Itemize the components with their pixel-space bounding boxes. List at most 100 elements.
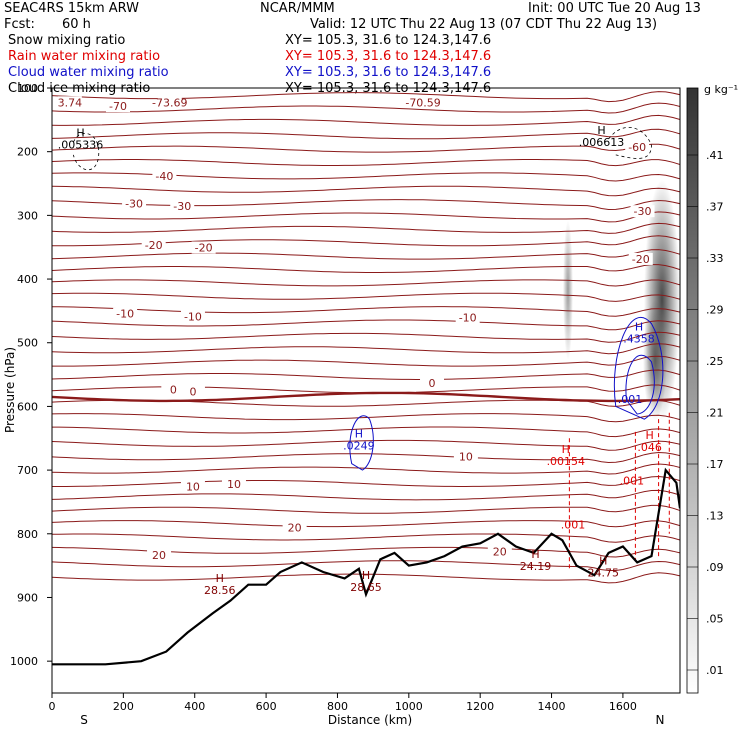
y-tick-label: 200 bbox=[17, 146, 38, 159]
contour-label: 0 bbox=[170, 384, 177, 397]
colorbar-ramp bbox=[686, 87, 699, 694]
y-tick-label: 500 bbox=[17, 337, 38, 350]
extremum-marker: H bbox=[531, 548, 539, 561]
extremum-marker: H bbox=[635, 321, 643, 334]
isotherm-line bbox=[52, 249, 680, 260]
contour-label: 20 bbox=[152, 549, 166, 562]
cloud-ice-contour bbox=[73, 133, 100, 171]
isotherm-line bbox=[52, 426, 680, 438]
isotherm-line bbox=[52, 292, 680, 302]
isotherm-line bbox=[52, 199, 680, 211]
contour-label: -10 bbox=[184, 310, 202, 323]
cloud-water-contour bbox=[349, 415, 374, 471]
extremum-value: .00154 bbox=[547, 455, 586, 468]
colorbar-label: .09 bbox=[706, 561, 724, 574]
isotherm-line bbox=[52, 306, 680, 317]
contour-label: -20 bbox=[195, 241, 213, 254]
colorbar-label: .33 bbox=[706, 252, 724, 265]
x-axis-label: Distance (km) bbox=[328, 713, 412, 727]
fcst-label: Fcst: bbox=[4, 17, 35, 32]
colorbar-label: .29 bbox=[706, 304, 724, 317]
y-axis-label: Pressure (hPa) bbox=[3, 347, 17, 433]
terrain-line bbox=[52, 467, 680, 666]
contour-label-bg bbox=[625, 140, 650, 153]
temperature-contours bbox=[52, 91, 680, 584]
center-label: NCAR/MMM bbox=[260, 1, 335, 16]
contour-label: -73.69 bbox=[152, 96, 187, 109]
contour-label-bg bbox=[122, 197, 147, 210]
contour-labels: -70 -73.69 -70.59 3.74 -60 -40 -30 -30 -30 -20 -20… bbox=[58, 96, 655, 562]
x-axis: 0 200 400 600 800 1000 1200 1400 1600 bbox=[49, 693, 637, 713]
isotherm-line bbox=[52, 172, 680, 182]
extremum-value: .001 bbox=[561, 519, 586, 532]
colorbar-label: .37 bbox=[706, 201, 724, 214]
isotherm-line bbox=[52, 504, 680, 514]
colorbar-label: .25 bbox=[706, 355, 724, 368]
contour-label: -30 bbox=[634, 205, 652, 218]
contour-label-bg bbox=[221, 477, 246, 490]
field-snow-xy: XY= 105.3, 31.6 to 124.3,147.6 bbox=[285, 33, 492, 48]
contour-label: 20 bbox=[288, 522, 302, 535]
isotherm-line bbox=[52, 355, 680, 367]
colorbar-label: .17 bbox=[706, 458, 724, 471]
extremum-value: .046 bbox=[637, 441, 662, 454]
x-tick-label: 1600 bbox=[609, 700, 637, 713]
y-tick-label: 100 bbox=[17, 82, 38, 95]
y-tick-label: 900 bbox=[17, 591, 38, 604]
contour-label-bg bbox=[420, 377, 445, 390]
contour-label-bg bbox=[180, 480, 205, 493]
contour-label: -60 bbox=[628, 141, 646, 154]
isotherm-line bbox=[52, 451, 680, 464]
contour-label-bg bbox=[113, 307, 138, 320]
contour-label: -30 bbox=[173, 200, 191, 213]
valid-label: Valid: 12 UTC Thu 22 Aug 13 (07 CDT Thu … bbox=[310, 17, 658, 32]
snow-plume-3 bbox=[643, 300, 667, 420]
isotherm-line bbox=[52, 384, 680, 394]
contour-label-bg bbox=[152, 170, 177, 183]
cloud-ice-contour bbox=[608, 127, 652, 159]
colorbar-label: .41 bbox=[706, 149, 724, 162]
y-tick-label: 600 bbox=[17, 400, 38, 413]
contour-label: 0 bbox=[189, 385, 196, 398]
contour-label-bg bbox=[141, 238, 166, 251]
x-tick-label: 1000 bbox=[395, 700, 423, 713]
contour-label-bg bbox=[630, 205, 655, 218]
colorbar-label: .21 bbox=[706, 407, 724, 420]
contour-label: -10 bbox=[116, 308, 134, 321]
contour-label-bg bbox=[455, 311, 480, 324]
init-label: Init: 00 UTC Tue 20 Aug 13 bbox=[528, 1, 701, 16]
freezing-level-line bbox=[52, 391, 680, 403]
extremum-value: 28.56 bbox=[204, 584, 236, 597]
x-tick-label: 200 bbox=[113, 700, 134, 713]
x-tick-label: 800 bbox=[327, 700, 348, 713]
plot-frame bbox=[51, 87, 681, 694]
contour-label-bg bbox=[282, 521, 307, 534]
contour-label: 20 bbox=[493, 545, 507, 558]
snow-shading bbox=[563, 180, 680, 420]
extremum-marker: H bbox=[597, 124, 605, 137]
terrain-surface-line bbox=[52, 467, 680, 666]
field-cloudwater-name: Cloud water mixing ratio bbox=[8, 65, 169, 80]
extremum-value: .005336 bbox=[58, 138, 104, 151]
extremum-marker: H bbox=[362, 569, 370, 582]
y-tick-label: 300 bbox=[17, 209, 38, 222]
extremum-marker: H bbox=[646, 429, 654, 442]
x-tick-label: 1200 bbox=[466, 700, 494, 713]
x-tick-label: 400 bbox=[184, 700, 205, 713]
isotherm-line bbox=[52, 279, 680, 287]
contour-label-bg bbox=[628, 252, 653, 265]
isotherm-line bbox=[52, 185, 680, 197]
extremum-value: 24.19 bbox=[520, 560, 552, 573]
isotherm-line bbox=[52, 546, 680, 558]
field-rain-name: Rain water mixing ratio bbox=[8, 49, 161, 64]
extremum-value: .001 bbox=[618, 393, 643, 406]
contour-label-bg bbox=[170, 200, 195, 213]
contour-label-bg bbox=[180, 310, 205, 323]
colorbar-unit: g kg⁻¹ bbox=[704, 83, 738, 96]
colorbar-label: .13 bbox=[706, 510, 724, 523]
contour-label-bg bbox=[487, 545, 512, 558]
isotherm-line bbox=[52, 211, 680, 223]
fcst-value: 60 h bbox=[62, 17, 91, 32]
